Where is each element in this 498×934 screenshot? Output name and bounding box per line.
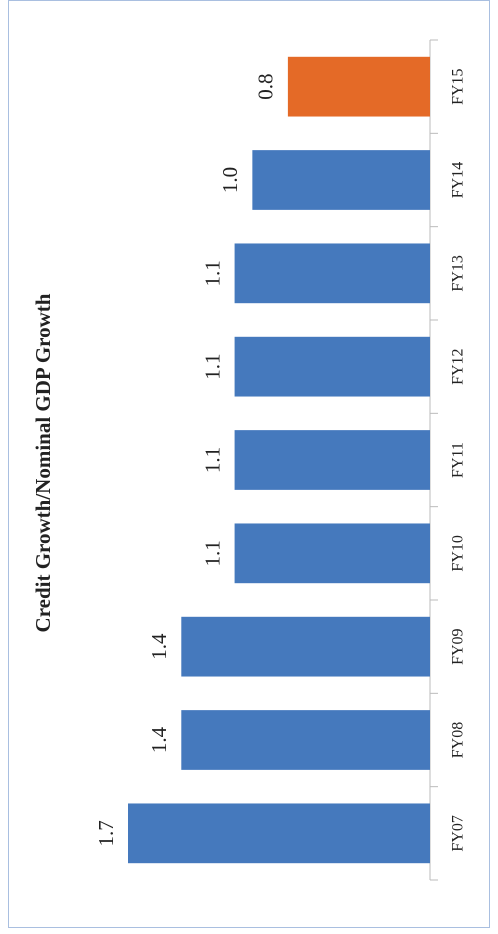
bar	[252, 150, 430, 210]
x-tick-label: FY15	[450, 68, 467, 104]
x-tick-label: FY10	[450, 535, 467, 571]
value-label: 1.1	[200, 260, 224, 286]
value-label: 1.0	[218, 167, 242, 193]
bar	[128, 803, 430, 864]
bar	[181, 616, 430, 677]
bar	[181, 710, 430, 770]
x-tick-label: FY09	[450, 628, 467, 664]
chart-frame	[8, 0, 490, 928]
value-label: 1.7	[94, 820, 118, 846]
x-tick-label: FY07	[450, 815, 467, 851]
value-label: 1.1	[200, 540, 224, 566]
value-label: 1.1	[200, 354, 224, 380]
value-label: 1.1	[200, 447, 224, 473]
bar	[234, 523, 430, 584]
x-tick-label: FY14	[450, 162, 467, 198]
x-tick-label: FY08	[450, 722, 467, 758]
value-label: 1.4	[147, 726, 171, 753]
x-tick-label: FY11	[450, 442, 467, 478]
bar	[234, 430, 430, 490]
chart-title: Credit Growth/Nominal GDP Growth	[31, 293, 55, 632]
bar	[234, 243, 430, 304]
value-label: 1.4	[147, 633, 171, 660]
x-tick-label: FY12	[450, 348, 467, 384]
x-tick-label: FY13	[450, 255, 467, 291]
value-label: 0.8	[254, 74, 278, 100]
bar	[287, 56, 430, 117]
bar	[234, 336, 430, 397]
